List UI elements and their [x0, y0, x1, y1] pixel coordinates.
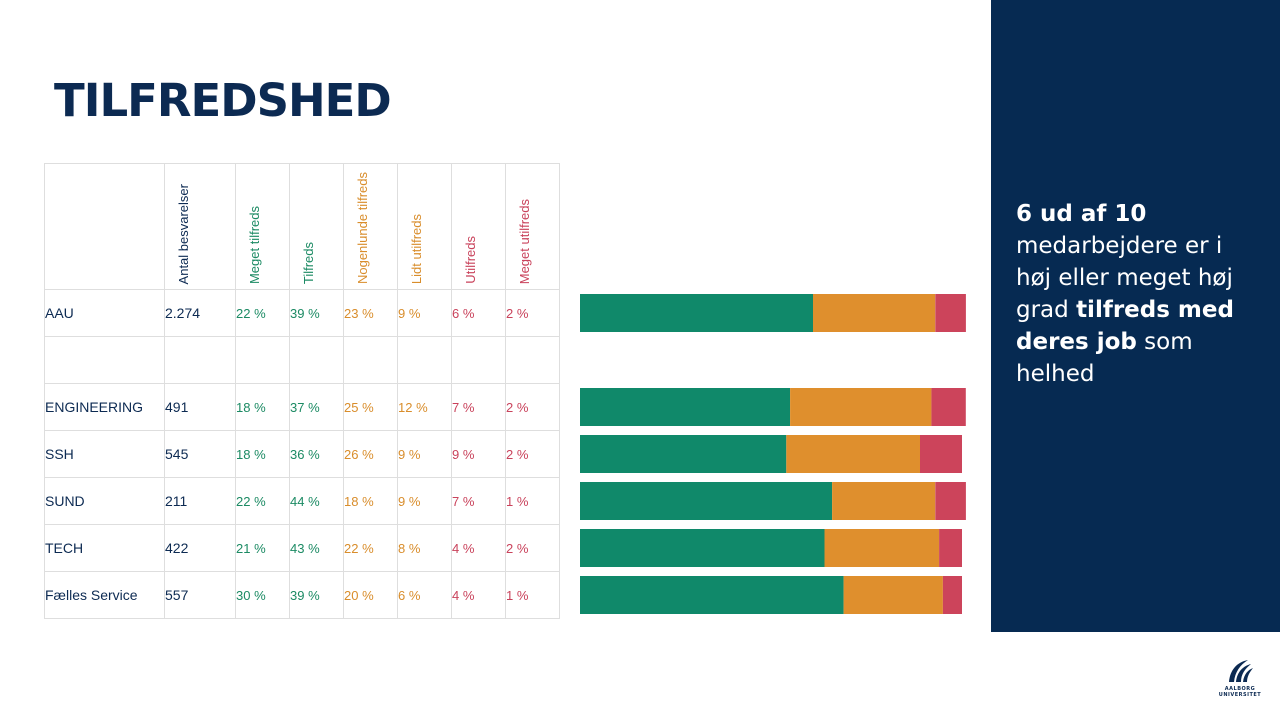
- summary-text: 6 ud af 10 medarbejdere er i høj eller m…: [1016, 198, 1256, 390]
- bar-segment: [920, 435, 962, 473]
- percent-cell: [343, 336, 398, 384]
- summary-body: medarbejdere er i høj eller meget høj gr…: [1016, 233, 1233, 323]
- percent-cell: 12 %: [397, 383, 452, 431]
- page-title: TILFREDSHED: [54, 74, 392, 127]
- percent-cell: 18 %: [235, 430, 290, 478]
- percent-cell: 4 %: [451, 571, 506, 619]
- header-meget-utilfreds: Meget utilfreds: [505, 163, 560, 290]
- table-row: [44, 336, 560, 384]
- bar-segment: [939, 529, 962, 567]
- bar-segment: [942, 576, 962, 614]
- header-utilfreds: Utilfreds: [451, 163, 506, 290]
- table-row: TECH 422 21 % 43 % 22 % 8 % 4 % 2 %: [44, 524, 560, 572]
- percent-cell: 21 %: [235, 524, 290, 572]
- logo-wordmark: AALBORG UNIVERSITET: [1211, 686, 1269, 698]
- percent-cell: 7 %: [451, 383, 506, 431]
- table-row: SSH 545 18 % 36 % 26 % 9 % 9 % 2 %: [44, 430, 560, 478]
- response-count: 545: [164, 430, 236, 478]
- percent-cell: 30 %: [235, 571, 290, 619]
- percent-cell: 1 %: [505, 571, 560, 619]
- bar-segment: [580, 294, 813, 332]
- header-lidt-utilfreds: Lidt utilfreds: [397, 163, 452, 290]
- response-count: 422: [164, 524, 236, 572]
- row-label: Fælles Service: [44, 571, 165, 619]
- percent-cell: 4 %: [451, 524, 506, 572]
- percent-cell: 1 %: [505, 477, 560, 525]
- row-label: [44, 336, 165, 384]
- satisfaction-table: Antal besvarelser Meget tilfreds Tilfred…: [44, 163, 560, 619]
- bar-segment: [843, 576, 943, 614]
- percent-cell: 26 %: [343, 430, 398, 478]
- percent-cell: 43 %: [289, 524, 344, 572]
- logo-line-1: AALBORG: [1224, 686, 1256, 692]
- percent-cell: 8 %: [397, 524, 452, 572]
- bar-segment: [931, 388, 966, 426]
- percent-cell: 44 %: [289, 477, 344, 525]
- percent-cell: 25 %: [343, 383, 398, 431]
- row-label: TECH: [44, 524, 165, 572]
- bar-segment: [935, 482, 966, 520]
- bar-segment: [580, 576, 844, 614]
- header-empty-cell: [44, 163, 165, 290]
- percent-cell: 22 %: [235, 477, 290, 525]
- row-label: ENGINEERING: [44, 383, 165, 431]
- table-header-row: Antal besvarelser Meget tilfreds Tilfred…: [44, 163, 560, 290]
- percent-cell: 39 %: [289, 289, 344, 337]
- percent-cell: 2 %: [505, 524, 560, 572]
- header-nogenlunde: Nogenlunde tilfreds: [343, 163, 398, 290]
- bar-segment: [580, 482, 833, 520]
- bar-segment: [824, 529, 940, 567]
- percent-cell: 2 %: [505, 289, 560, 337]
- summary-tail: som helhed: [1016, 329, 1193, 387]
- bar-segment: [580, 388, 791, 426]
- percent-cell: 2 %: [505, 430, 560, 478]
- percent-cell: 36 %: [289, 430, 344, 478]
- bar-segment: [790, 388, 932, 426]
- summary-panel: 6 ud af 10 medarbejdere er i høj eller m…: [991, 0, 1280, 632]
- percent-cell: 39 %: [289, 571, 344, 619]
- aau-logo-icon: [1229, 660, 1253, 682]
- bar-segment: [832, 482, 936, 520]
- percent-cell: [505, 336, 560, 384]
- percent-cell: 37 %: [289, 383, 344, 431]
- bar-segment: [786, 435, 920, 473]
- row-label: AAU: [44, 289, 165, 337]
- response-count: 2.274: [164, 289, 236, 337]
- logo-line-2: UNIVERSITET: [1218, 692, 1262, 698]
- bar-segment: [935, 294, 966, 332]
- response-count: 491: [164, 383, 236, 431]
- summary-emphasis: tilfreds med deres job: [1016, 297, 1234, 355]
- bar-segment: [580, 435, 787, 473]
- table-row: Fælles Service 557 30 % 39 % 20 % 6 % 4 % 1 %: [44, 571, 560, 619]
- header-antal: Antal besvarelser: [164, 163, 236, 290]
- summary-highlight: 6 ud af 10: [1016, 201, 1147, 227]
- bar-segment: [580, 529, 825, 567]
- percent-cell: 23 %: [343, 289, 398, 337]
- table-row: ENGINEERING 491 18 % 37 % 25 % 12 % 7 % 2 %: [44, 383, 560, 431]
- bar-segment: [813, 294, 936, 332]
- percent-cell: 20 %: [343, 571, 398, 619]
